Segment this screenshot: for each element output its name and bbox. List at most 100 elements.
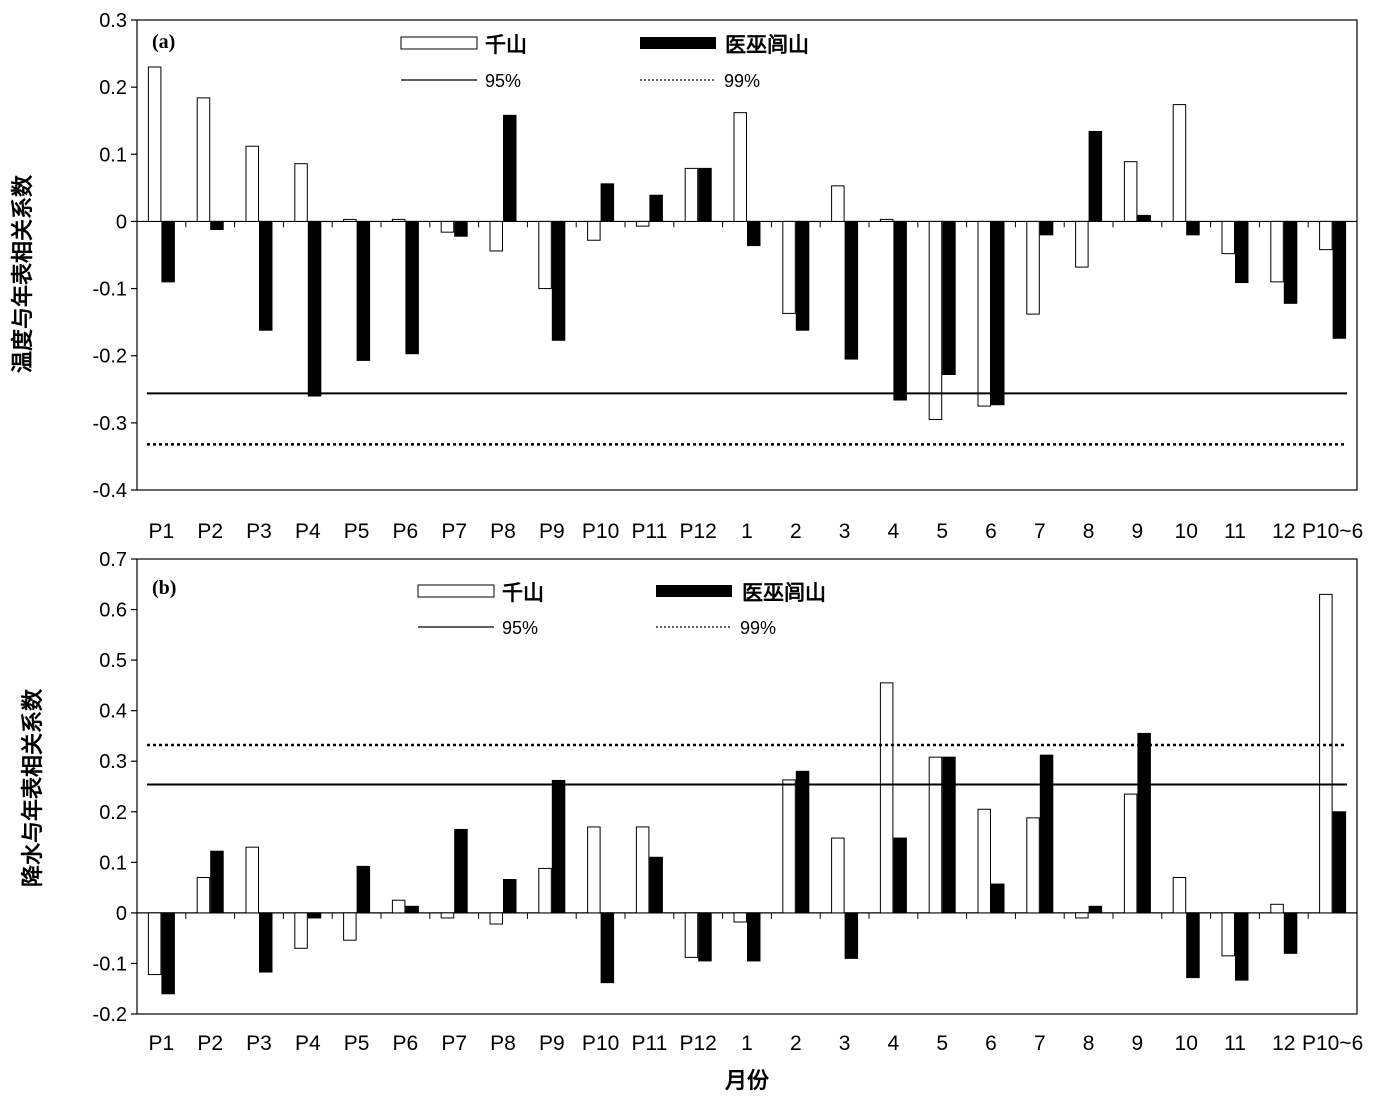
- y-tick-label: 0.6: [99, 600, 127, 622]
- y-axis-label: 降水与年表相关系数: [20, 688, 45, 887]
- legend-label-99: 99%: [740, 618, 776, 638]
- bar-yiwulushan: [991, 883, 1005, 914]
- bar-qianshan: [391, 899, 406, 914]
- bar-yiwulushan: [698, 167, 712, 222]
- bar-yiwulushan: [649, 194, 663, 222]
- y-tick-label: -0.1: [93, 953, 127, 975]
- bar-yiwulushan: [600, 183, 615, 222]
- bar-qianshan: [1123, 793, 1138, 914]
- x-tick-label: 3: [839, 520, 851, 543]
- bar-yiwulushan: [844, 220, 859, 360]
- bar-qianshan: [196, 97, 211, 222]
- x-tick-label: P3: [246, 1032, 272, 1055]
- y-tick-label: 0.7: [99, 549, 127, 571]
- bar-qianshan: [684, 912, 699, 958]
- bar-qianshan: [977, 220, 991, 407]
- legend-label-99: 99%: [724, 71, 760, 91]
- bar-qianshan: [245, 846, 259, 914]
- bar-yiwulushan: [1137, 732, 1151, 914]
- x-tick-label: 6: [985, 1032, 997, 1055]
- x-tick-label: 5: [936, 520, 948, 543]
- legend-label-yiwulushan: 医巫闾山: [725, 33, 809, 57]
- legend: 千山 医巫闾山 95% 99%: [400, 33, 809, 91]
- bar-qianshan: [1319, 220, 1333, 251]
- x-tick-label: P10: [582, 520, 619, 543]
- bar-yiwulushan: [747, 912, 761, 962]
- bar-yiwulushan: [161, 912, 175, 995]
- bar-qianshan: [245, 145, 259, 222]
- bar-qianshan: [294, 912, 308, 949]
- bar-yiwulushan: [649, 856, 663, 914]
- x-tick-label: 3: [839, 1032, 851, 1055]
- x-tick-label: 4: [888, 1032, 900, 1055]
- bar-qianshan: [587, 826, 601, 914]
- legend-swatch-yiwulushan: [656, 585, 732, 597]
- bar-qianshan: [928, 756, 943, 914]
- bar-qianshan: [538, 867, 552, 914]
- x-tick-label: P5: [344, 1032, 370, 1055]
- bar-qianshan: [1026, 817, 1040, 914]
- bar-yiwulushan: [1137, 214, 1151, 222]
- x-tick-label: 8: [1083, 520, 1095, 543]
- bar-qianshan: [782, 779, 796, 914]
- x-tick-label: 2: [790, 520, 802, 543]
- bar-qianshan: [635, 220, 650, 227]
- legend-label-qianshan: 千山: [502, 582, 544, 605]
- x-tick-label: 9: [1132, 1032, 1144, 1055]
- bar-qianshan: [831, 837, 845, 914]
- x-tick-label: P2: [197, 520, 223, 543]
- bar-qianshan: [489, 912, 503, 925]
- bar-qianshan: [294, 163, 308, 222]
- bar-yiwulushan: [844, 912, 859, 959]
- y-tick-label: 0.2: [99, 77, 127, 99]
- panel-label: (b): [152, 577, 176, 599]
- bar-qianshan: [1270, 903, 1284, 914]
- bar-qianshan: [1123, 161, 1138, 222]
- bar-qianshan: [343, 218, 357, 222]
- bar-yiwulushan: [405, 905, 419, 914]
- x-tick-label: 2: [790, 1032, 802, 1055]
- x-axis-label: 月份: [724, 1068, 770, 1093]
- bar-yiwulushan: [307, 220, 322, 397]
- bar-yiwulushan: [1186, 912, 1200, 979]
- bar-yiwulushan: [1332, 811, 1347, 914]
- bar-qianshan: [1319, 593, 1333, 914]
- x-tick-label: 11: [1224, 520, 1246, 543]
- bar-qianshan: [343, 912, 357, 941]
- bar-qianshan: [196, 877, 211, 914]
- x-tick-label: P3: [246, 520, 272, 543]
- legend-label-yiwulushan: 医巫闾山: [742, 581, 826, 605]
- bar-qianshan: [391, 218, 406, 222]
- x-tick-label: P9: [539, 1032, 565, 1055]
- bar-qianshan: [1221, 220, 1235, 255]
- bar-yiwulushan: [210, 220, 224, 230]
- bar-qianshan: [1026, 220, 1040, 315]
- x-tick-label: P4: [295, 520, 321, 543]
- bar-yiwulushan: [356, 220, 371, 361]
- bar-qianshan: [1172, 104, 1187, 222]
- bar-yiwulushan: [1039, 220, 1054, 236]
- x-tick-label: P8: [490, 520, 516, 543]
- bar-yiwulushan: [1088, 905, 1103, 914]
- bar-qianshan: [587, 220, 601, 241]
- bar-qianshan: [1075, 220, 1089, 268]
- bar-qianshan: [489, 220, 503, 252]
- x-tick-label: P8: [490, 1032, 516, 1055]
- bar-yiwulushan: [942, 220, 956, 376]
- x-tick-label: 1: [741, 1032, 753, 1055]
- bar-yiwulushan: [356, 865, 371, 914]
- bar-qianshan: [733, 112, 747, 222]
- x-tick-label: 7: [1034, 1032, 1046, 1055]
- bar-yiwulushan: [503, 879, 517, 914]
- bar-yiwulushan: [210, 850, 224, 914]
- bar-qianshan: [928, 220, 943, 420]
- x-tick-label: P12: [680, 520, 717, 543]
- y-tick-label: -0.3: [93, 413, 127, 435]
- y-tick-label: -0.2: [93, 346, 127, 368]
- bar-yiwulushan: [454, 828, 468, 914]
- bar-qianshan: [782, 220, 796, 314]
- y-tick-label: 0.3: [99, 751, 127, 773]
- bar-yiwulushan: [405, 220, 419, 355]
- x-tick-label: P7: [441, 1032, 467, 1055]
